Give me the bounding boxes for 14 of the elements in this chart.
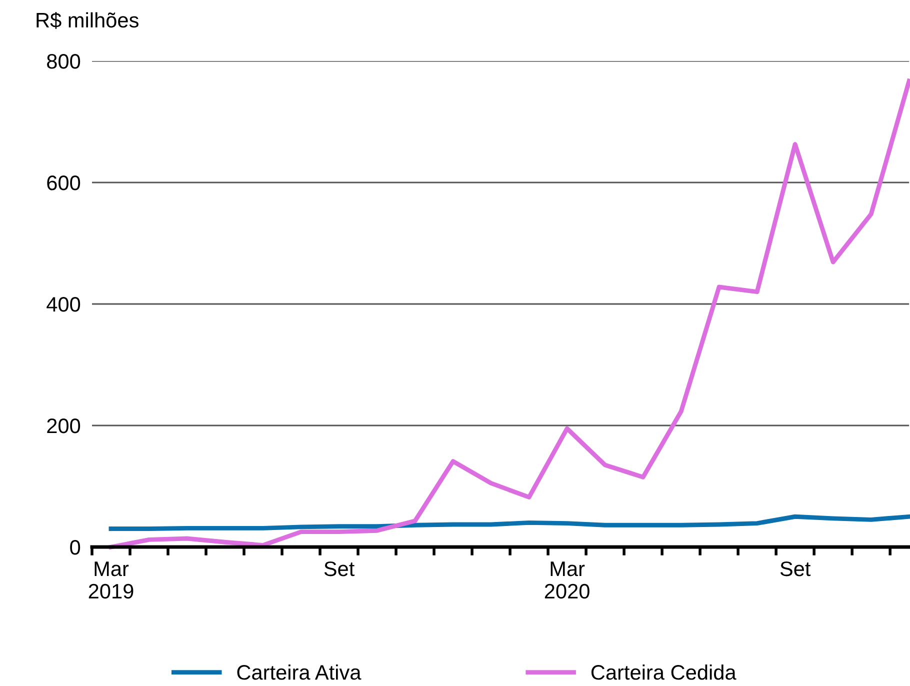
y-tick-label: 400 [46, 297, 80, 312]
y-tick-label: 0 [70, 540, 80, 555]
legend-label: Carteira Ativa [237, 664, 362, 680]
legend-label: Carteira Cedida [591, 664, 736, 680]
x-tick-label: Mar 2019 [88, 562, 134, 599]
line-series [108, 514, 910, 531]
y-tick-label: 800 [47, 54, 80, 69]
x-tick-label: Set [324, 561, 355, 576]
line-series [108, 78, 910, 550]
y-axis-title: R$ milhões [36, 12, 138, 29]
y-tick-label: 200 [47, 418, 80, 434]
x-tick-label: Set [780, 561, 811, 576]
x-tick-label: Mar 2020 [544, 562, 590, 599]
y-tick-label: 600 [47, 176, 80, 190]
